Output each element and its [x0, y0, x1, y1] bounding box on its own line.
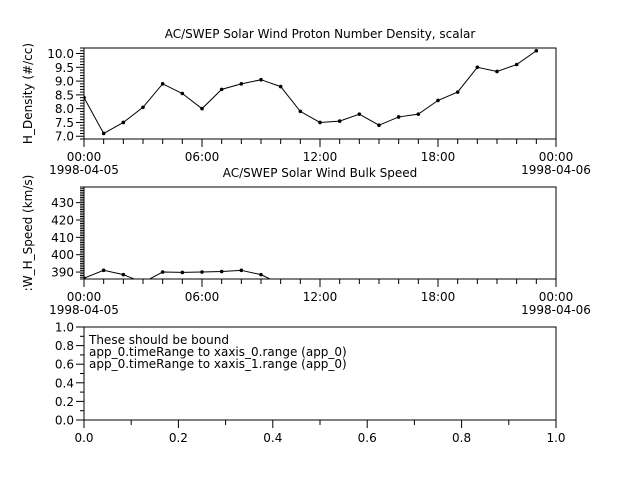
panel-1: AC/SWEP Solar Wind Bulk Speed :W_H_Speed …: [21, 166, 591, 317]
y-tick-label: 7.0: [55, 130, 74, 144]
data-point: [219, 269, 224, 274]
x-tick-sublabel: 1998-04-06: [521, 163, 591, 177]
y-axis-label: :W_H_Speed (km/s): [21, 175, 35, 292]
x-tick-sublabel: 1998-04-05: [49, 163, 119, 177]
y-tick-label: 9.5: [55, 61, 74, 75]
y-tick-label: 400: [51, 248, 74, 262]
data-point: [377, 123, 381, 128]
data-point: [160, 82, 165, 86]
y-tick-label: 0.6: [55, 358, 74, 372]
x-tick-label: 0.2: [169, 431, 188, 445]
chart-title: AC/SWEP Solar Wind Bulk Speed: [223, 166, 417, 180]
data-point: [396, 115, 401, 119]
data-point: [298, 109, 303, 114]
x-tick-label: 12:00: [303, 150, 338, 164]
y-tick-label: 1.0: [55, 321, 74, 335]
y-tick-label: 8.0: [55, 102, 74, 116]
y-tick-label: 0.4: [55, 376, 74, 390]
x-tick-label: 00:00: [539, 150, 574, 164]
data-point: [259, 77, 263, 82]
x-tick-label: 18:00: [421, 150, 456, 164]
x-tick-label: 12:00: [303, 290, 338, 304]
annotation-text: app_0.timeRange to xaxis_0.range (app_0): [89, 345, 347, 359]
x-tick-label: 06:00: [185, 290, 220, 304]
x-tick-label: 0.0: [74, 431, 93, 445]
data-point: [200, 106, 204, 111]
x-tick-label: 0.6: [358, 431, 377, 445]
data-point: [219, 87, 224, 92]
plot-frame: [83, 186, 557, 280]
y-tick-label: 10.0: [47, 47, 74, 61]
y-tick-label: 420: [51, 213, 74, 227]
data-point: [495, 69, 499, 74]
data-point: [180, 91, 185, 96]
series-line: [84, 50, 537, 135]
data-point: [259, 272, 263, 277]
y-tick-label: 8.5: [55, 88, 74, 102]
data-point: [278, 84, 283, 89]
series-0: [84, 268, 272, 279]
y-tick-label: 410: [51, 231, 74, 245]
x-tick-label: 18:00: [421, 290, 456, 304]
data-point: [239, 82, 244, 86]
x-tick-label: 1.0: [546, 431, 565, 445]
data-point: [357, 112, 362, 116]
y-axis-label: H_Density (#/cc): [21, 43, 35, 144]
y-tick-label: 9.0: [55, 75, 74, 89]
data-point: [121, 120, 126, 125]
x-tick-label: 00:00: [67, 290, 102, 304]
x-tick-label: 0.4: [263, 431, 282, 445]
x-tick-label: 0.8: [452, 431, 471, 445]
series-0: [84, 48, 539, 136]
x-tick-sublabel: 1998-04-05: [49, 303, 119, 317]
data-point: [534, 48, 539, 53]
data-point: [101, 131, 106, 136]
data-point: [455, 90, 460, 94]
x-tick-label: 00:00: [67, 150, 102, 164]
y-tick-label: 430: [51, 196, 74, 210]
data-point: [180, 270, 185, 275]
data-point: [337, 119, 342, 123]
x-tick-sublabel: 1998-04-06: [521, 303, 591, 317]
annotation-text: These should be bound: [88, 333, 229, 347]
data-point: [121, 272, 126, 277]
x-tick-label: 00:00: [539, 290, 574, 304]
data-point: [475, 65, 480, 70]
data-point: [101, 268, 106, 273]
data-point: [416, 112, 421, 116]
y-tick-label: 0.8: [55, 339, 74, 353]
data-point: [318, 120, 322, 125]
panel-2: 0.0 0.2 0.4 0.6 0.8 1.0 0.0 0.2 0.4 0.6 0.8 1.0 Thes…: [55, 321, 566, 446]
chart-title: AC/SWEP Solar Wind Proton Number Density…: [165, 27, 476, 41]
y-tick-label: 390: [51, 266, 74, 280]
annotation-text: app_0.timeRange to xaxis_1.range (app_0): [89, 357, 347, 371]
panel-0: AC/SWEP Solar Wind Proton Number Density…: [21, 27, 591, 177]
y-tick-label: 0.2: [55, 395, 74, 409]
data-point: [239, 268, 244, 273]
data-point: [514, 62, 519, 67]
x-tick-label: 06:00: [185, 150, 220, 164]
data-point: [200, 270, 204, 274]
y-tick-label: 7.5: [55, 116, 74, 130]
data-point: [160, 270, 165, 274]
y-tick-label: 0.0: [55, 414, 74, 428]
data-point: [141, 105, 145, 110]
data-point: [436, 98, 440, 103]
